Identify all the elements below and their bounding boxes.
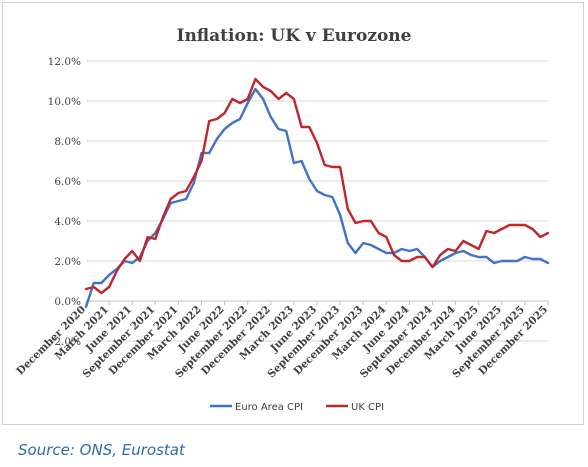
- y-tick-label: -2.0%: [51, 336, 81, 348]
- y-tick-label: 2.0%: [54, 256, 81, 268]
- y-tick-label: 0.0%: [54, 296, 81, 308]
- y-tick-label: 6.0%: [54, 176, 81, 188]
- series-line-euro-area-cpi: [84, 87, 550, 309]
- y-tick-label: 12.0%: [48, 56, 81, 68]
- y-tick-label: 8.0%: [54, 136, 81, 148]
- legend-label: UK CPI: [351, 402, 384, 413]
- legend-label: Euro Area CPI: [235, 402, 303, 413]
- chart-svg: Inflation: UK v Eurozone -2.0% 0.0% 2.0% 4.0…: [14, 26, 550, 413]
- source-caption: Source: ONS, Eurostat: [18, 441, 185, 459]
- series-line-uk-cpi: [84, 77, 550, 295]
- y-tick-label: 10.0%: [48, 96, 81, 108]
- chart-frame: Inflation: UK v Eurozone -2.0% 0.0% 2.0% 4.0…: [2, 2, 584, 425]
- chart-title: Inflation: UK v Eurozone: [177, 26, 412, 46]
- y-tick-label: 4.0%: [54, 216, 81, 228]
